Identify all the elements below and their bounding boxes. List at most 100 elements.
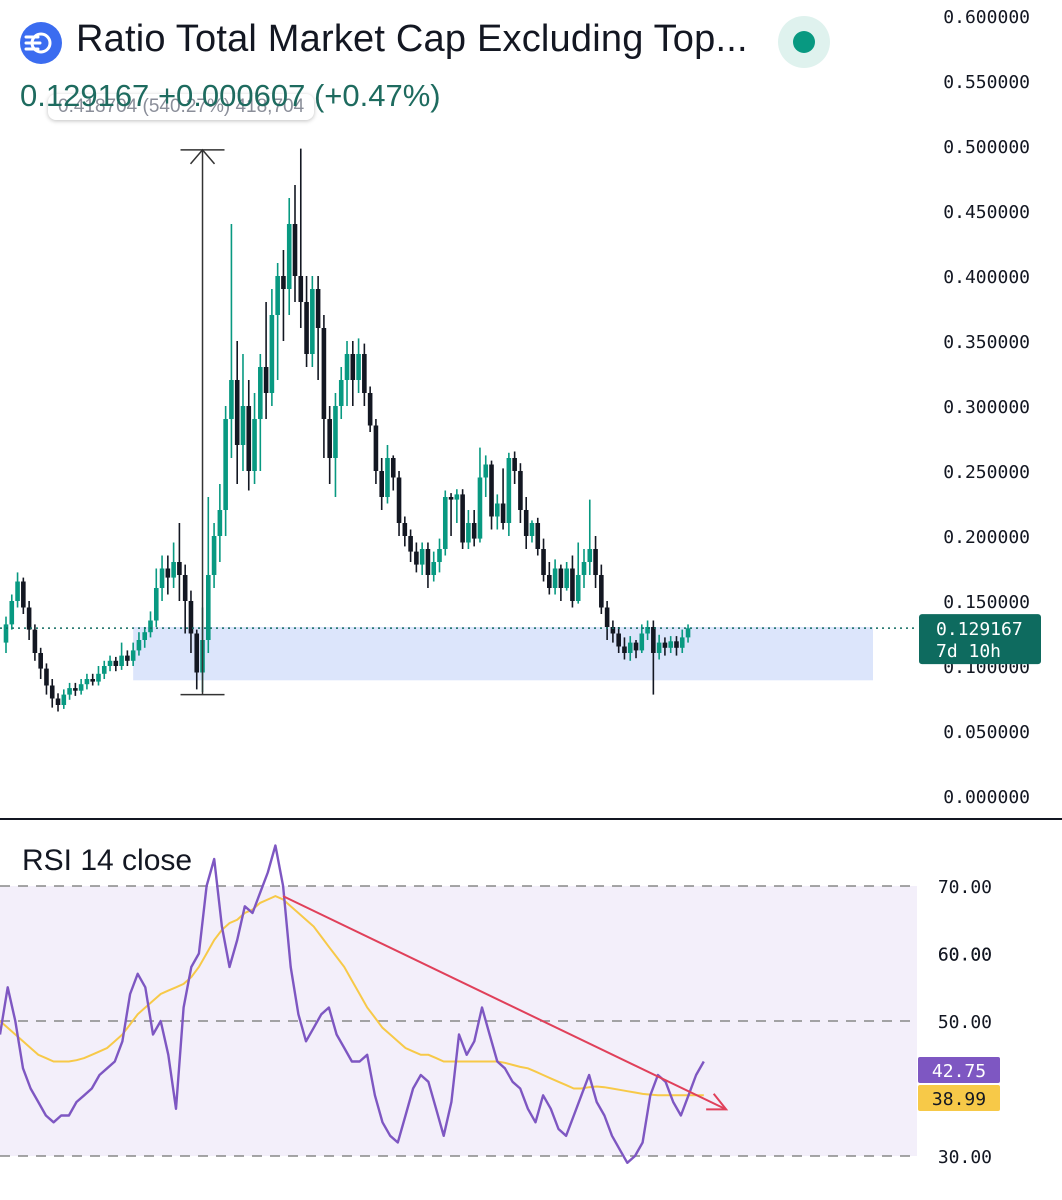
candle-body [113,660,119,666]
candle [258,354,263,471]
candle [362,343,367,406]
candle [310,276,315,367]
candle [246,380,252,491]
price-tick-label: 0.000000 [943,787,1030,808]
candle-body [119,655,124,666]
price-tick-label: 0.200000 [943,527,1030,548]
candle [593,536,598,588]
candle-body [350,354,356,380]
candle [390,455,396,491]
candle-body [26,607,32,630]
candle [616,627,621,653]
candle-body [252,419,257,471]
candle [645,620,650,640]
candle [448,493,454,536]
candle-body [3,624,9,643]
candle-body [662,642,668,648]
rsi-tick-label: 60.00 [938,945,992,966]
candle [298,148,304,328]
candle [685,624,691,643]
candle-body [194,633,200,673]
candle-body [483,464,489,478]
candle-body [21,581,26,608]
price-tick-label: 0.300000 [943,397,1030,418]
candle-body [379,471,384,497]
market-open-icon [793,31,815,53]
candle [575,542,581,604]
candle-body [338,380,344,406]
candle-body [558,568,564,588]
candle [107,655,113,672]
candle-body [234,380,240,445]
candle-body [622,646,627,653]
candle-body [674,641,679,648]
candle-body [448,497,454,500]
rsi-indicator-title[interactable]: RSI 14 close [22,844,193,877]
candle [414,542,419,573]
candle [171,542,176,588]
candle [44,663,49,695]
candle-body [402,523,408,536]
candle-body [38,653,43,669]
candle [9,594,15,630]
candle [437,538,442,573]
candle [240,354,246,471]
candle-body [442,497,448,549]
last-price-badge-bg [919,614,1041,665]
candle-body [73,688,78,691]
candle [564,562,569,591]
support-zone [133,627,873,681]
bar-countdown: 7d 10h [936,641,1001,662]
candle-body [32,629,38,653]
price-readout: 0.129167 +0.000607 (+0.47%) [20,78,441,114]
candle-body [679,637,685,648]
candle-body [55,698,61,705]
price-tick-label: 0.350000 [943,332,1030,353]
rsi-pane [0,844,917,1165]
candle [552,559,558,595]
price-change-percent: (+0.47%) [313,78,441,113]
candle-body [356,354,361,380]
candle [541,538,546,582]
candle-body [148,620,153,633]
candle [633,640,639,659]
candle-body [298,276,304,302]
candle-body [471,523,477,539]
candle-body [269,315,275,393]
candle-body [495,503,500,517]
candle-body [414,551,419,565]
candle-body [385,458,390,497]
candle [367,386,373,432]
candle-body [78,684,84,691]
price-tick-label: 0.600000 [943,7,1030,28]
candle [518,463,523,523]
candle [396,471,402,536]
candle [489,460,494,530]
candle-body [286,224,292,289]
candle-body [587,549,593,562]
candle-body [67,688,72,695]
candle [101,660,107,679]
rsi-value-label: 42.75 [932,1061,986,1082]
measure-tool[interactable] [180,148,225,696]
candle-body [333,406,338,458]
candle [21,577,26,614]
candle [442,490,448,556]
candle [639,624,645,653]
market-status-indicator[interactable] [778,16,830,68]
candle [148,611,153,638]
last-price-badge-value: 0.129167 [936,619,1023,640]
symbol-title[interactable]: Ratio Total Market Cap Excluding Top... [76,18,748,60]
price-axis: 0.600000 0.550000 0.500000 0.450000 0.400000… [0,7,1041,808]
candle [229,224,234,458]
candle-body [15,581,20,601]
measure-arrow-head [189,148,216,165]
candle [338,367,344,419]
candle [275,263,280,380]
price-tick-label: 0.550000 [943,72,1030,93]
candle-body [466,523,471,543]
price-tick-label: 0.500000 [943,137,1030,158]
candle-body [246,406,252,471]
